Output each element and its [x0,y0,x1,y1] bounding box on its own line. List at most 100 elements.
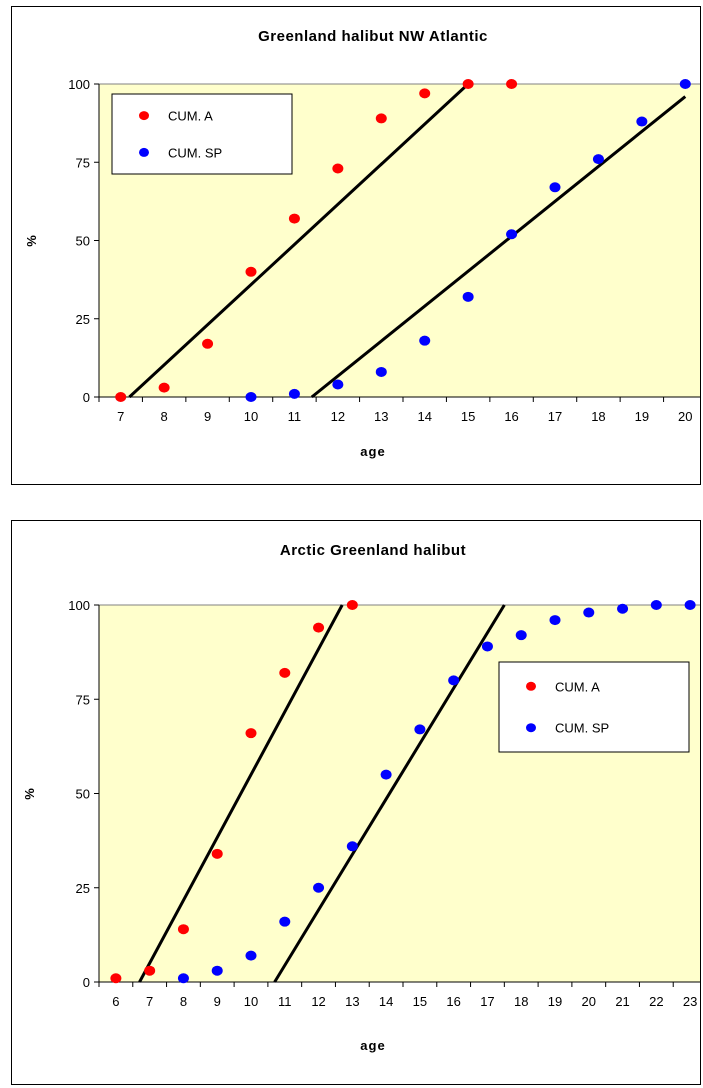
y-tick-label: 100 [68,77,90,92]
cum-sp-point [516,630,527,640]
x-tick-label: 15 [413,994,427,1009]
y-tick-label: 0 [83,390,90,405]
cum-a-point [144,966,155,976]
legend-marker-cum-a [139,111,149,120]
cum-sp-point [332,379,343,389]
x-tick-label: 13 [374,409,388,424]
x-tick-label: 11 [288,409,302,424]
legend-label-cum-a: CUM. A [168,109,213,124]
cum-a-point [506,79,517,89]
x-tick-label: 9 [214,994,221,1009]
cum-a-point [289,214,300,224]
x-tick-label: 10 [244,994,258,1009]
x-axis-label: age [360,444,385,459]
cum-a-point [115,392,126,402]
x-tick-label: 22 [649,994,663,1009]
cum-a-point [419,88,430,98]
y-axis-label: % [22,787,37,800]
y-tick-label: 50 [76,234,90,249]
legend-box [499,662,689,752]
cum-sp-point [246,392,257,402]
x-tick-label: 7 [117,409,124,424]
cum-a-point [376,113,387,123]
cum-sp-point [482,641,493,651]
cum-a-point [159,383,170,393]
cum-sp-point [593,154,604,164]
x-tick-label: 16 [504,409,518,424]
x-tick-label: 18 [591,409,605,424]
cum-a-point [347,600,358,610]
x-tick-label: 20 [678,409,692,424]
x-tick-label: 10 [244,409,258,424]
y-tick-label: 50 [76,787,90,802]
legend-label-cum-sp: CUM. SP [555,721,609,736]
x-tick-label: 7 [146,994,153,1009]
x-tick-label: 6 [112,994,119,1009]
x-tick-label: 9 [204,409,211,424]
cum-sp-point [347,841,358,851]
legend-marker-cum-sp [526,723,536,732]
cum-a-point [463,79,474,89]
x-tick-label: 17 [480,994,494,1009]
x-tick-label: 15 [461,409,475,424]
x-tick-label: 14 [379,994,393,1009]
x-tick-label: 8 [161,409,168,424]
cum-sp-point [680,79,691,89]
legend-box [112,94,292,174]
cum-sp-point [289,389,300,399]
cum-sp-point [419,336,430,346]
x-tick-label: 12 [311,994,325,1009]
legend-marker-cum-sp [139,148,149,157]
cum-a-point [212,849,223,859]
legend-marker-cum-a [526,682,536,691]
x-tick-label: 12 [331,409,345,424]
y-tick-label: 75 [76,692,90,707]
x-tick-label: 23 [683,994,697,1009]
cum-sp-point [376,367,387,377]
cum-a-point [246,267,257,277]
x-tick-label: 16 [446,994,460,1009]
cum-sp-point [414,724,425,734]
cum-a-point [279,668,290,678]
cum-sp-point [246,951,257,961]
cum-sp-point [617,604,628,614]
legend-label-cum-sp: CUM. SP [168,145,222,160]
x-axis-label: age [360,1038,385,1053]
y-tick-label: 75 [76,155,90,170]
cum-sp-point [178,973,189,983]
chart-nw-atlantic-svg: Greenland halibut NW Atlantic 0 25 50 75 100 7… [12,7,700,484]
y-tick-label: 25 [76,312,90,327]
cum-a-point [246,728,257,738]
chart-title: Arctic Greenland halibut [280,542,466,559]
cum-a-point [202,339,213,349]
cum-sp-point [506,229,517,239]
cum-sp-point [448,675,459,685]
cum-sp-point [685,600,696,610]
cum-sp-point [583,608,594,618]
cum-sp-point [381,770,392,780]
x-tick-label: 19 [635,409,649,424]
chart-nw-atlantic: Greenland halibut NW Atlantic 0 25 50 75 100 7… [11,6,701,485]
cum-a-point [110,973,121,983]
y-tick-label: 0 [83,975,90,990]
cum-sp-point [279,917,290,927]
y-tick-label: 25 [76,881,90,896]
x-tick-label: 21 [615,994,629,1009]
y-axis-label: % [24,234,39,247]
cum-sp-point [651,600,662,610]
cum-sp-point [212,966,223,976]
x-tick-label: 14 [417,409,431,424]
chart-arctic: Arctic Greenland halibut 0 25 50 75 100 6 7 8 9 10… [11,520,701,1085]
cum-sp-point [463,292,474,302]
cum-a-point [332,164,343,174]
x-tick-label: 17 [548,409,562,424]
cum-sp-point [550,615,561,625]
x-tick-label: 13 [345,994,359,1009]
cum-sp-point [313,883,324,893]
cum-a-point [313,623,324,633]
x-tick-label: 8 [180,994,187,1009]
x-tick-label: 20 [582,994,596,1009]
cum-sp-point [550,182,561,192]
x-tick-label: 19 [548,994,562,1009]
cum-a-point [178,924,189,934]
